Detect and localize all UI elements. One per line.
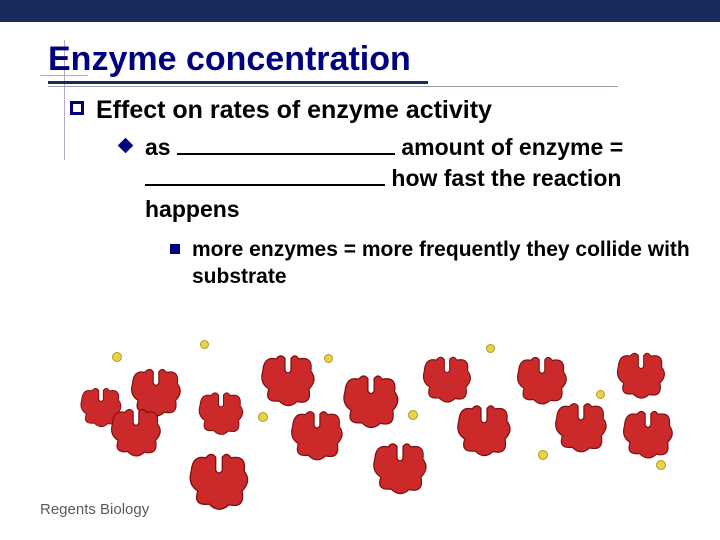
enzyme-icon	[186, 448, 252, 519]
level2-text: as amount of enzyme = how fast the react…	[145, 132, 690, 225]
title-underline-thin	[48, 86, 618, 87]
small-square-bullet-icon	[170, 244, 180, 254]
title-block: Enzyme concentration	[48, 40, 618, 87]
footer-text: Regents Biology	[40, 501, 149, 518]
slide-title: Enzyme concentration	[48, 40, 618, 79]
substrate-icon	[200, 340, 209, 349]
substrate-icon	[538, 450, 548, 460]
enzyme-icon	[454, 400, 514, 465]
substrate-icon	[408, 410, 418, 420]
substrate-icon	[324, 354, 333, 363]
bullet-level2: as amount of enzyme = how fast the react…	[120, 132, 690, 225]
enzyme-icon	[288, 406, 346, 469]
enzyme-icon	[108, 404, 164, 465]
enzyme-icon	[614, 348, 668, 407]
bullet-level1: Effect on rates of enzyme activity	[70, 95, 690, 126]
square-bullet-icon	[70, 101, 84, 115]
bullet-level3: more enzymes = more frequently they coll…	[170, 237, 690, 290]
substrate-icon	[258, 412, 268, 422]
enzyme-icon	[552, 398, 610, 461]
enzyme-illustration	[0, 340, 720, 510]
top-bar	[0, 0, 720, 22]
enzyme-icon	[196, 388, 246, 443]
enzyme-icon	[340, 370, 402, 437]
level1-text: Effect on rates of enzyme activity	[96, 95, 492, 126]
content-area: Effect on rates of enzyme activity as am…	[70, 95, 690, 290]
substrate-icon	[112, 352, 122, 362]
diamond-bullet-icon	[118, 138, 134, 154]
enzyme-icon	[370, 438, 430, 503]
substrate-icon	[596, 390, 605, 399]
substrate-icon	[656, 460, 666, 470]
title-underline-thick	[48, 81, 428, 84]
level3-text: more enzymes = more frequently they coll…	[192, 237, 690, 290]
enzyme-icon	[620, 406, 676, 467]
substrate-icon	[486, 344, 495, 353]
